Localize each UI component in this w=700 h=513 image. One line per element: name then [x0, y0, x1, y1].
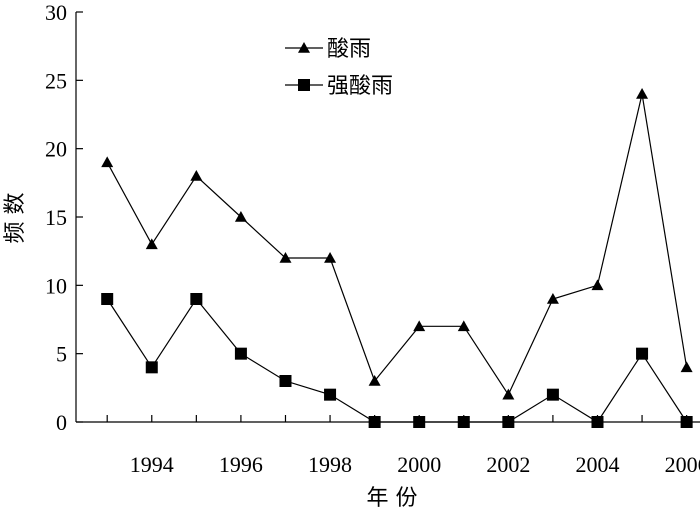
data-point [190, 170, 203, 181]
series-1 [101, 88, 693, 400]
data-point [457, 320, 470, 332]
y-tick-label: 30 [45, 0, 67, 25]
y-tick-label: 20 [45, 137, 67, 162]
y-tick-label: 5 [56, 342, 67, 367]
data-point [591, 416, 604, 428]
data-point [101, 156, 114, 168]
data-point [413, 320, 426, 332]
data-point [636, 347, 649, 360]
legend-item: 强酸雨 [285, 74, 393, 99]
series-line [106, 297, 688, 423]
ticks: 0 5 10 15 20 25 30 1994 1996 1998 2000 2002 2004 2006 [45, 0, 700, 477]
data-point [368, 416, 381, 428]
series-line [106, 93, 688, 396]
legend-marker [298, 79, 310, 91]
y-tick-label: 0 [56, 410, 67, 435]
y-axis-title: 频 数 [3, 193, 28, 244]
data-point [680, 361, 693, 373]
data-point [636, 88, 649, 99]
x-tick-label: 2004 [575, 452, 619, 477]
x-tick-label: 2006 [665, 452, 700, 477]
data-point [190, 293, 203, 305]
x-tick-label: 2000 [397, 452, 441, 477]
data-point [457, 416, 470, 428]
x-tick-label: 1996 [219, 452, 263, 477]
x-tick-label: 1998 [308, 452, 352, 477]
data-point [324, 252, 337, 263]
legend-label: 酸雨 [327, 37, 371, 62]
y-tick-label: 15 [45, 205, 67, 230]
x-axis-title: 年 份 [367, 486, 418, 511]
legend-label: 强酸雨 [327, 74, 393, 99]
legend-marker [298, 42, 310, 53]
data-point [368, 375, 381, 386]
y-tick-label: 25 [45, 68, 67, 93]
legend-item: 酸雨 [285, 37, 371, 62]
data-point [234, 211, 247, 222]
data-point [279, 375, 292, 387]
data-point [546, 293, 559, 304]
data-point [279, 252, 292, 263]
series-layer [101, 88, 693, 428]
data-point [413, 416, 426, 428]
data-point [502, 388, 515, 400]
x-tick-label: 2002 [486, 452, 530, 477]
data-point [680, 416, 693, 428]
series-2 [101, 293, 693, 428]
data-point [145, 361, 158, 374]
y-tick-label: 10 [45, 273, 67, 298]
data-point [502, 416, 515, 428]
x-tick-label: 1994 [130, 452, 174, 477]
data-point [145, 238, 158, 250]
data-point [591, 279, 604, 291]
data-point [546, 388, 559, 401]
data-point [234, 347, 247, 360]
data-point [324, 388, 337, 401]
data-point [101, 293, 114, 305]
